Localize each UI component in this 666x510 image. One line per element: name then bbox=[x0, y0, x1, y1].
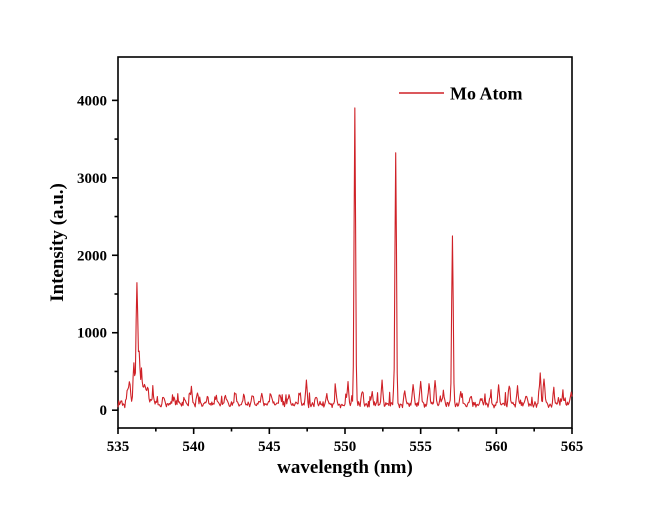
y-tick-label: 1000 bbox=[77, 326, 107, 342]
x-tick-label: 540 bbox=[182, 439, 205, 455]
x-axis-label: wavelength (nm) bbox=[277, 457, 413, 478]
x-tick-label: 550 bbox=[334, 439, 357, 455]
y-axis-tick-labels: 0 1000 2000 3000 4000 bbox=[77, 93, 107, 419]
legend: Mo Atom bbox=[399, 84, 522, 104]
x-tick-label: 555 bbox=[409, 439, 432, 455]
legend-label: Mo Atom bbox=[450, 84, 522, 104]
y-axis-ticks bbox=[112, 99, 118, 411]
y-tick-label: 4000 bbox=[77, 93, 107, 109]
x-tick-label: 560 bbox=[485, 439, 508, 455]
x-tick-label: 545 bbox=[258, 439, 281, 455]
plot-area bbox=[117, 56, 573, 429]
x-axis-ticks bbox=[117, 428, 573, 434]
x-tick-label: 565 bbox=[561, 439, 584, 455]
x-tick-label: 535 bbox=[107, 439, 130, 455]
spectrum-line bbox=[117, 107, 573, 409]
y-axis-label: Intensity (a.u.) bbox=[47, 183, 68, 302]
y-tick-label: 0 bbox=[100, 403, 108, 419]
y-tick-label: 3000 bbox=[77, 171, 107, 187]
y-tick-label: 2000 bbox=[77, 248, 107, 264]
x-axis-tick-labels: 535 540 545 550 555 560 565 bbox=[107, 439, 584, 455]
